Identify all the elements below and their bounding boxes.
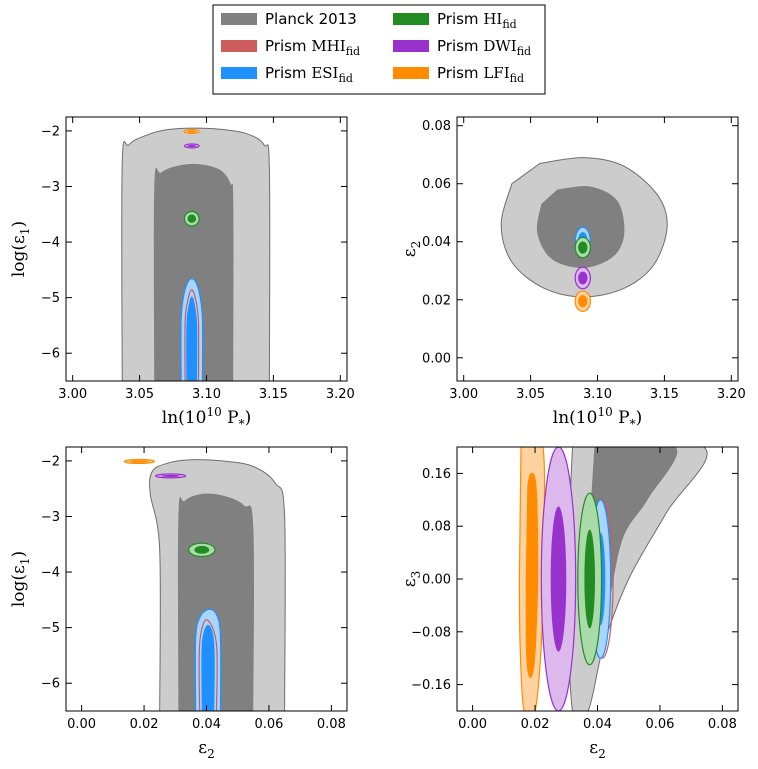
x-tick-label: 0.04 [583, 717, 612, 732]
ellipse-dwi-68 [187, 144, 197, 148]
x-tick-label: 3.05 [516, 387, 545, 402]
ellipse-dwi-68 [578, 271, 588, 285]
ellipse-dwi-68 [550, 506, 567, 652]
ellipse-hi-68 [584, 529, 596, 629]
x-tick-label: 3.00 [449, 387, 478, 402]
ellipse-lfi-68 [578, 295, 588, 308]
contour-esi-68 [186, 296, 198, 381]
legend-swatch-mhi [221, 40, 257, 52]
ellipse-dwi-68 [161, 474, 180, 478]
x-axis-label: ε2​ [198, 738, 214, 761]
legend-frame [212, 4, 546, 95]
y-tick-label: −0.16 [411, 678, 451, 693]
contour-esi-68 [201, 624, 215, 711]
x-tick-label: 0.08 [708, 717, 737, 732]
y-tick-label: −4 [41, 236, 60, 251]
plot-content [518, 447, 708, 711]
plot-content [500, 157, 668, 312]
legend-swatch-esi [221, 67, 257, 79]
x-axis-label: ln(1010​ P*​) [162, 405, 251, 431]
ellipse-lfi-68 [130, 460, 149, 463]
legend: Planck 2013 Prism HIfid Prism MHIfid Pri… [212, 4, 546, 95]
ellipse-lfi-68 [187, 130, 197, 133]
x-tick-label: 3.15 [259, 387, 288, 402]
y-axis-label: log(ε1​) [9, 551, 32, 607]
x-tick-label: 0.08 [317, 717, 346, 732]
y-tick-label: −6 [41, 347, 60, 362]
y-tick-label: 0.00 [422, 573, 451, 588]
ellipse-hi-68 [187, 214, 197, 223]
y-axis-label: ε2​ [400, 241, 423, 257]
y-tick-label: 0.16 [422, 467, 451, 482]
ellipse-hi-68 [194, 545, 210, 554]
y-tick-label: −5 [41, 291, 60, 306]
contour-lfi-68 [525, 472, 539, 678]
y-tick-label: 0.02 [422, 293, 451, 308]
x-tick-label: 0.00 [458, 717, 487, 732]
panel-bottom-left: 0.00 0.02 0.04 0.06 0.08 −2 −3 −4 −5 −6 ε2​ log(ε1​… [9, 446, 348, 761]
legend-entry-planck: Planck 2013 [221, 10, 357, 28]
legend-label-mhi: Prism MHIfid [265, 37, 360, 58]
legend-swatch-hi [393, 13, 429, 25]
legend-swatch-planck [221, 13, 257, 25]
x-tick-label: 3.05 [125, 387, 154, 402]
contour-planck-68 [153, 163, 234, 381]
y-tick-label: −4 [41, 566, 60, 581]
contour-mhi-edge [198, 619, 218, 711]
legend-label-hi: Prism HIfid [437, 10, 517, 31]
x-axis-label: ln(1010​ P*​) [553, 405, 642, 431]
contour-planck-68 [536, 186, 625, 268]
x-tick-label: 3.20 [326, 387, 355, 402]
panel-top-right: 3.00 3.05 3.10 3.15 3.20 0.08 0.06 0.04 0.02 0.00… [400, 116, 746, 431]
plot-content [121, 127, 271, 381]
x-tick-label: 0.04 [192, 717, 221, 732]
y-tick-label: 0.08 [422, 119, 451, 134]
legend-entry-hi: Prism HIfid [393, 10, 517, 31]
y-axis-label: log(ε1​) [9, 221, 32, 277]
legend-swatch-lfi [393, 67, 429, 79]
x-tick-label: 3.10 [192, 387, 221, 402]
panel-top-left: 3.00 3.05 3.10 3.15 3.20 −2 −3 −4 −5 −6 ln(1010​ P… [9, 116, 355, 431]
legend-entry-dwi: Prism DWIfid [393, 37, 531, 58]
legend-label-planck: Planck 2013 [265, 10, 357, 28]
x-tick-label: 3.15 [650, 387, 679, 402]
x-tick-label: 3.20 [717, 387, 746, 402]
x-tick-label: 0.02 [130, 717, 159, 732]
y-tick-label: −0.08 [411, 625, 451, 640]
y-tick-label: 0.06 [422, 177, 451, 192]
x-tick-label: 0.00 [67, 717, 96, 732]
legend-entry-lfi: Prism LFIfid [393, 64, 524, 85]
y-tick-label: −3 [41, 510, 60, 525]
y-tick-label: −2 [41, 454, 60, 469]
x-tick-label: 3.00 [58, 387, 87, 402]
legend-label-lfi: Prism LFIfid [437, 64, 524, 85]
ellipse-hi-68 [578, 241, 588, 254]
legend-swatch-dwi [393, 40, 429, 52]
x-axis-label: ε2​ [589, 738, 605, 761]
y-tick-label: 0.00 [422, 351, 451, 366]
legend-label-esi: Prism ESIfid [265, 64, 353, 85]
legend-entry-mhi: Prism MHIfid [221, 37, 360, 58]
contour-mhi-edge [184, 289, 200, 381]
y-tick-label: −5 [41, 621, 60, 636]
x-tick-label: 3.10 [583, 387, 612, 402]
y-tick-label: 0.08 [422, 520, 451, 535]
y-tick-label: 0.04 [422, 235, 451, 250]
panel-bottom-right: 0.00 0.02 0.04 0.06 0.08 0.16 0.08 0.00 −0.08 −0.… [400, 446, 739, 761]
plot-content [123, 458, 286, 711]
x-tick-label: 0.06 [645, 717, 674, 732]
x-tick-label: 0.02 [521, 717, 550, 732]
x-tick-label: 0.06 [254, 717, 283, 732]
legend-entry-esi: Prism ESIfid [221, 64, 353, 85]
y-tick-label: −3 [41, 180, 60, 195]
y-tick-label: −6 [41, 677, 60, 692]
y-tick-label: −2 [41, 124, 60, 139]
y-axis-label: ε3​ [400, 571, 423, 587]
legend-label-dwi: Prism DWIfid [437, 37, 531, 58]
